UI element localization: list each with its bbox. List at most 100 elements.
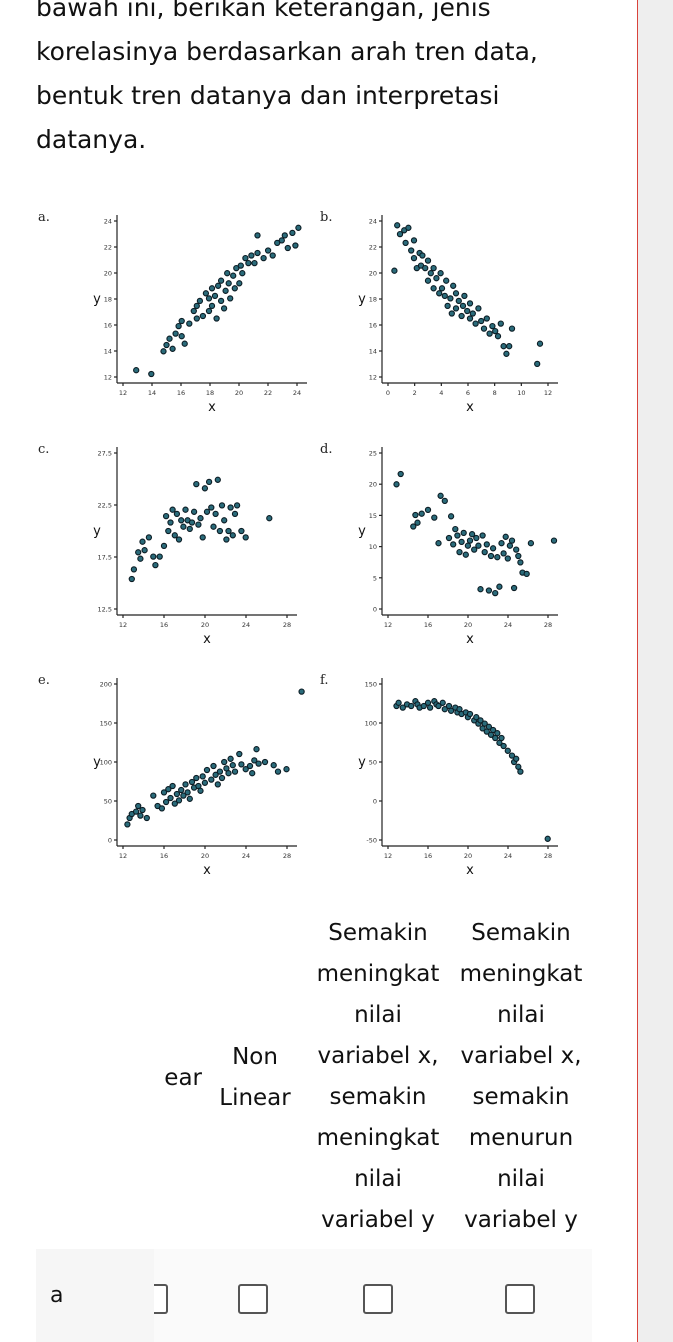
scatter-svg: f. 150 100 50 0 -50 12 16 20 24 28 y x [320, 673, 558, 878]
scatter-point [163, 341, 170, 349]
scatter-point [527, 540, 535, 547]
y-tick-label: 24 [104, 218, 112, 226]
question-text: bawah ini, berikan keterangan, jenis kor… [36, 0, 596, 162]
y-tick-label: 100 [365, 720, 377, 728]
question-line: datanya. [36, 125, 147, 154]
scatter-point [445, 534, 453, 542]
scatter-point [190, 508, 198, 515]
panel-label: d. [320, 442, 332, 457]
scatter-point [139, 538, 146, 545]
x-axis-label: x [466, 863, 474, 878]
scatter-point [422, 264, 429, 272]
scatter-point [220, 305, 228, 312]
x-tick-label: 4 [439, 389, 443, 397]
scatter-point [475, 305, 482, 312]
scatter-point [178, 317, 185, 325]
x-tick-label: 24 [242, 852, 250, 860]
scatter-point [173, 790, 181, 798]
scatter-point [536, 340, 544, 347]
scatter-point [420, 702, 427, 710]
y-tick-label: 0 [373, 798, 377, 806]
row-label: a [50, 1283, 64, 1308]
scatter-point [513, 546, 520, 553]
x-tick-label: 24 [504, 621, 512, 629]
checkbox-linear[interactable] [154, 1284, 168, 1314]
scatter-point [202, 290, 210, 297]
x-axis-label: x [466, 632, 474, 647]
scatter-point [239, 270, 246, 277]
scatter-point [436, 290, 443, 297]
scatter-point [289, 229, 296, 237]
scatter-point [517, 559, 524, 566]
y-tick-label: 22,5 [98, 502, 112, 510]
scatter-point [175, 322, 182, 330]
scatter-point [443, 277, 450, 284]
scatter-point [498, 734, 505, 742]
y-tick-label: 16 [104, 322, 112, 330]
scatter-point [184, 789, 191, 796]
scatter-point [489, 545, 497, 552]
scatter-point [410, 254, 418, 262]
scatter-point [233, 502, 241, 509]
y-tick-label: 5 [373, 574, 377, 582]
scatter-point [458, 312, 465, 320]
scatter-point [274, 239, 281, 247]
checkbox-negative[interactable] [505, 1284, 535, 1314]
scatter-point [208, 504, 215, 511]
y-tick-label: 20 [369, 270, 377, 278]
scatter-point [461, 292, 468, 300]
scatter-point [496, 583, 503, 590]
scatter-point [222, 287, 229, 294]
column-header-non-linear: Non Linear [219, 1044, 291, 1111]
x-tick-label: 24 [504, 852, 512, 860]
x-tick-label: 22 [264, 389, 272, 397]
scatter-point [193, 774, 200, 782]
x-tick-label: 16 [424, 621, 432, 629]
scatter-point [405, 224, 412, 231]
column-header-linear: ear [164, 1065, 202, 1091]
y-tick-label: 25 [369, 450, 377, 458]
scatter-point [160, 348, 167, 355]
scatter-point [169, 345, 176, 352]
scatter-point [251, 259, 258, 267]
scatter-panel: c. 27,5 22,5 17,5 12,5 12 16 20 24 28 y x [30, 437, 317, 647]
scatter-point [424, 257, 432, 264]
scatter-point [504, 555, 511, 562]
scatter-point [201, 779, 209, 786]
scatter-point [412, 511, 419, 519]
scatter-point [246, 762, 254, 770]
scatter-point [251, 757, 258, 764]
scatter-point [278, 237, 285, 244]
scatter-point [261, 758, 269, 766]
panel-label: c. [38, 442, 49, 457]
scatter-point [255, 760, 262, 767]
scatter-point [270, 762, 277, 769]
scatter-point [481, 548, 488, 556]
scatter-point [441, 497, 448, 505]
scatter-point [214, 282, 222, 289]
x-axis-label: x [203, 863, 211, 878]
scatter-point [216, 527, 224, 535]
scatter-point [223, 536, 230, 543]
x-tick-label: 12 [384, 852, 392, 860]
scatter-point [178, 333, 185, 340]
scatter-point [410, 237, 418, 244]
scatter-point [483, 541, 490, 548]
x-tick-label: 28 [544, 852, 552, 860]
scatter-point [448, 310, 455, 317]
scatter-point [229, 532, 236, 539]
scatter-point [210, 762, 217, 770]
scatter-panel: e. 200 150 100 50 0 12 16 20 24 28 y x [30, 668, 317, 878]
scatter-point [186, 795, 193, 802]
checkbox-positive[interactable] [363, 1284, 393, 1314]
panel-label: e. [38, 673, 50, 688]
scatter-point [238, 761, 245, 768]
checkbox-non-linear[interactable] [238, 1284, 268, 1314]
scatter-point [494, 333, 502, 340]
y-tick-label: -50 [366, 837, 377, 845]
scatter-point [298, 688, 305, 695]
scatter-point [424, 277, 432, 284]
scatter-point [477, 717, 484, 724]
scatter-point [203, 508, 211, 515]
x-tick-label: 28 [283, 621, 291, 629]
